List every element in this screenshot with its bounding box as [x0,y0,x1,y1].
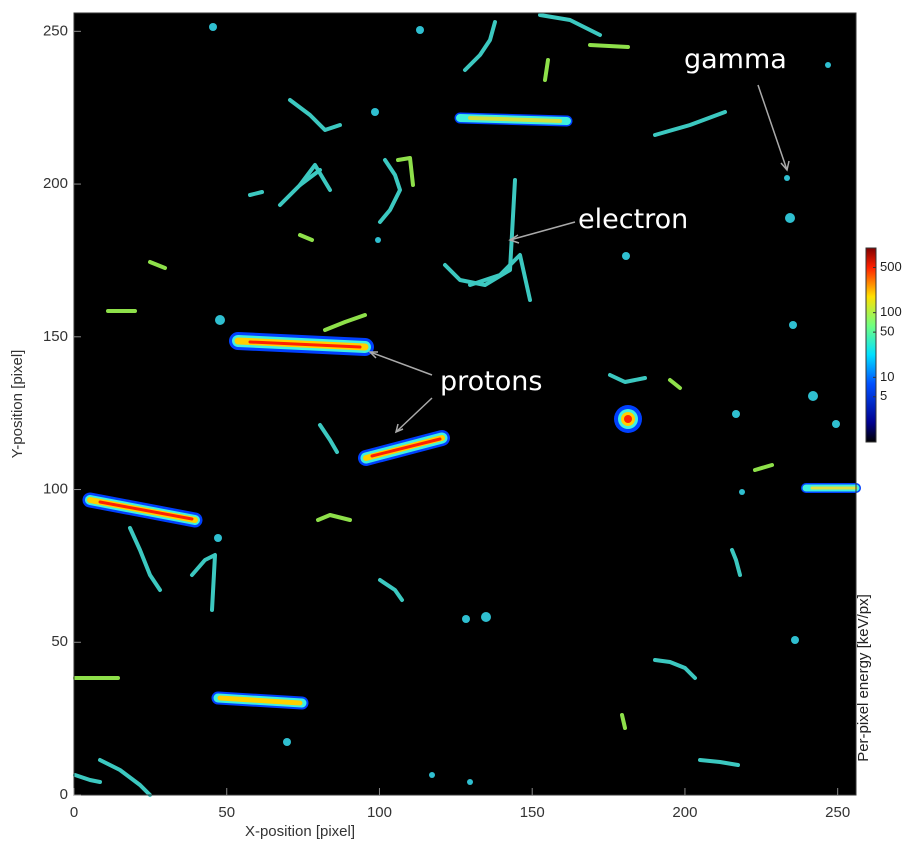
x-axis-label: X-position [pixel] [245,823,355,840]
x-tick-label: 150 [520,804,545,821]
y-axis-label: Y-position [pixel] [9,350,26,459]
x-tick-label: 50 [218,804,235,821]
proton-tracks [82,112,861,710]
annotation: gamma [684,44,787,75]
arrows [368,84,790,434]
x-tick-label: 0 [70,804,78,821]
colorbar-tick-label: 100 [880,304,902,319]
colorbar-label: Per-pixel energy [keV/px] [855,594,872,762]
colorbar-tick-label: 50 [880,324,894,339]
colorbar-tick-label: 500 [880,259,902,274]
y-tick-label: 150 [43,328,68,345]
axes-frame [73,12,857,796]
x-tick-label: 200 [672,804,697,821]
dots [209,23,840,785]
y-tick-label: 50 [51,633,68,650]
colorbar [865,247,877,443]
tracks [73,13,861,797]
colorbar-tick-label: 5 [880,388,887,403]
y-tick-label: 0 [60,786,68,803]
annotation: electron [578,204,688,235]
annotation: protons [440,366,542,397]
detector-frame [74,13,856,795]
x-tick-label: 100 [367,804,392,821]
colorbar-tick-label: 10 [880,369,894,384]
y-tick-label: 200 [43,175,68,192]
x-tick-label: 250 [825,804,850,821]
y-tick-label: 100 [43,481,68,498]
y-tick-label: 250 [43,22,68,39]
